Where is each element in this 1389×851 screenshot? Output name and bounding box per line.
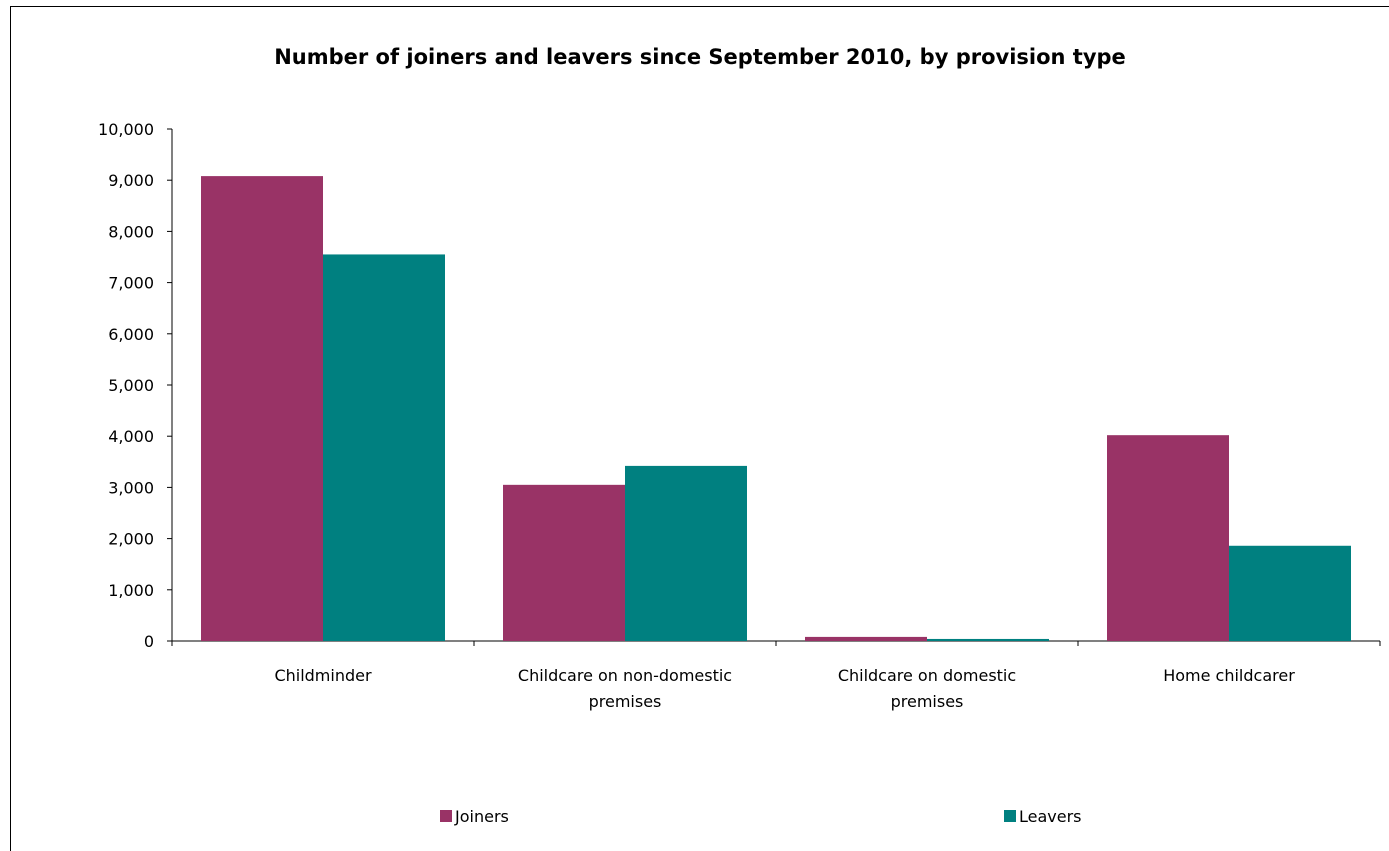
x-axis: Childminder Childcare on non-domestic prem… — [171, 640, 1381, 711]
chart-frame — [10, 6, 1389, 851]
bar-leavers-0 — [323, 254, 445, 641]
legend: Joiners Leavers — [440, 807, 1082, 826]
legend-label-joiners: Joiners — [454, 807, 509, 826]
y-tick-label: 5,000 — [108, 376, 154, 395]
y-tick-label: 8,000 — [108, 222, 154, 241]
x-category-label-line: Childcare on non-domestic — [518, 666, 732, 685]
chart-title: Number of joiners and leavers since Sept… — [274, 45, 1126, 69]
bar-joiners-1 — [503, 484, 625, 641]
x-category-label-line: Childcare on domestic — [838, 666, 1016, 685]
y-tick-label: 9,000 — [108, 171, 154, 190]
x-category-label: Childminder — [274, 666, 372, 685]
bar-leavers-1 — [625, 465, 747, 641]
legend-swatch-joiners — [440, 810, 452, 822]
x-category-label: Home childcarer — [1163, 666, 1295, 685]
y-tick-label: 4,000 — [108, 427, 154, 446]
y-tick-label: 3,000 — [108, 478, 154, 497]
x-category-label: Childcare on non-domestic premises — [518, 666, 732, 711]
y-tick-label: 2,000 — [108, 530, 154, 549]
legend-swatch-leavers — [1004, 810, 1016, 822]
y-tick-label: 1,000 — [108, 581, 154, 600]
bars — [201, 176, 1351, 641]
bar-leavers-2 — [927, 638, 1049, 641]
x-category-label-line: premises — [891, 692, 964, 711]
bar-leavers-3 — [1229, 545, 1351, 641]
legend-label-leavers: Leavers — [1019, 807, 1082, 826]
y-tick-label: 7,000 — [108, 274, 154, 293]
y-tick-label: 6,000 — [108, 325, 154, 344]
bar-joiners-0 — [201, 176, 323, 641]
y-tick-label: 10,000 — [98, 120, 154, 139]
y-tick-label: 0 — [144, 632, 154, 651]
x-category-label-line: premises — [589, 692, 662, 711]
bar-joiners-3 — [1107, 435, 1229, 641]
bar-joiners-2 — [805, 636, 927, 641]
x-category-label: Childcare on domestic premises — [838, 666, 1016, 711]
x-category-label-line: Childminder — [274, 666, 372, 685]
y-axis: 0 1,000 2,000 3,000 4,000 5,000 6,000 7,000 8,00… — [98, 120, 173, 651]
x-category-label-line: Home childcarer — [1163, 666, 1295, 685]
